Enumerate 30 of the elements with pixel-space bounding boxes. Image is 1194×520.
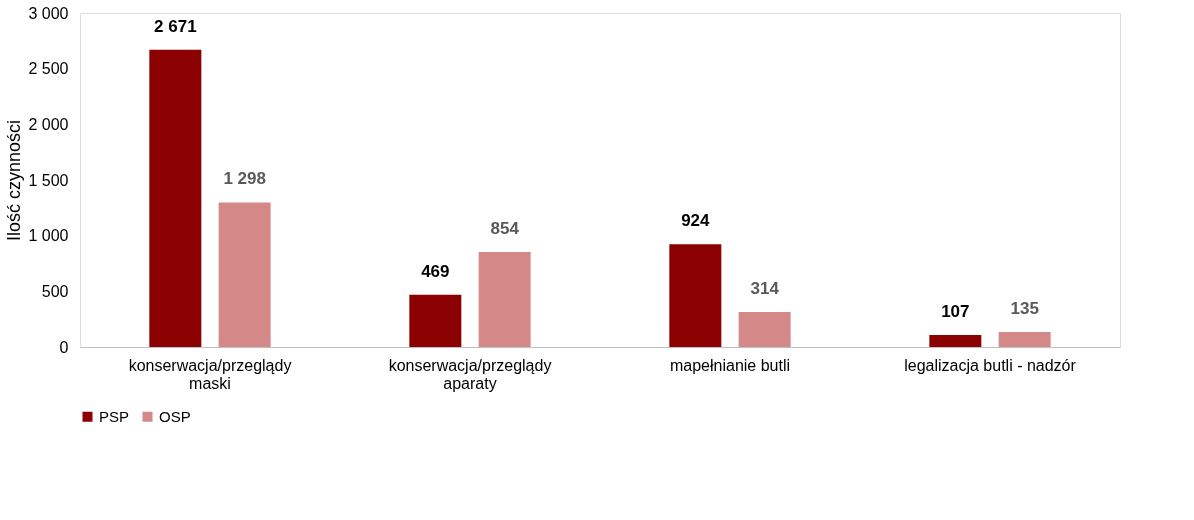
y-tick-label: 0 (59, 338, 69, 356)
data-label: 135 (1010, 298, 1039, 318)
legend-label: OSP (159, 407, 191, 425)
y-tick-label: 500 (41, 282, 69, 300)
bar (478, 251, 531, 347)
bar (149, 49, 202, 347)
bar (998, 331, 1051, 347)
data-label: 2 671 (154, 16, 197, 36)
bar (738, 312, 791, 347)
x-tick-label: legalizacja butli - nadzór (904, 356, 1077, 374)
data-label: 314 (750, 279, 780, 299)
y-axis-title: Ilość czynności (4, 119, 25, 242)
y-tick-label: 1 000 (28, 227, 69, 245)
x-tick-label: konserwacja/przeglądy aparaty (388, 356, 552, 392)
legend-label: PSP (99, 407, 130, 425)
y-tick-label: 1 500 (28, 171, 69, 189)
bar (409, 294, 462, 347)
data-label: 854 (490, 218, 520, 238)
y-tick-label: 3 000 (28, 4, 69, 22)
data-label: 1 298 (223, 169, 266, 189)
y-tick-label: 2 500 (28, 60, 69, 78)
data-label: 469 (421, 261, 450, 281)
bar (929, 335, 982, 347)
data-label: 924 (681, 211, 711, 231)
y-tick-label: 2 000 (28, 115, 69, 133)
bar (669, 244, 722, 347)
bar (218, 202, 271, 347)
data-label: 107 (941, 302, 970, 322)
x-tick-label: mapełnianie butli (669, 356, 791, 374)
x-tick-label: konserwacja/przeglądy maski (128, 356, 292, 392)
